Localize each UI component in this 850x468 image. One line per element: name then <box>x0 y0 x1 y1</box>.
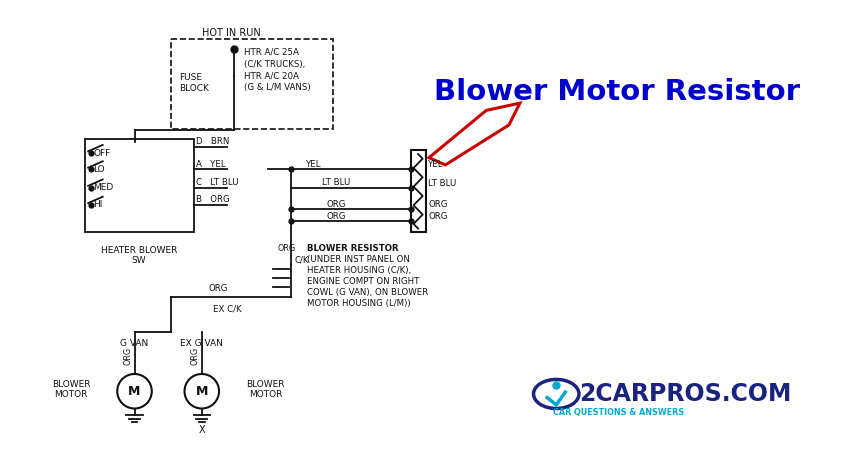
Text: ORG: ORG <box>277 244 295 253</box>
Text: HEATER BLOWER
SW: HEATER BLOWER SW <box>101 246 178 265</box>
Text: HEATER HOUSING (C/K),: HEATER HOUSING (C/K), <box>307 266 411 275</box>
Text: MOTOR HOUSING (L/M)): MOTOR HOUSING (L/M)) <box>307 299 411 307</box>
Text: YEL: YEL <box>428 161 444 169</box>
Text: ORG: ORG <box>428 212 448 221</box>
Text: (UNDER INST PANEL ON: (UNDER INST PANEL ON <box>307 255 410 264</box>
Text: COWL (G VAN), ON BLOWER: COWL (G VAN), ON BLOWER <box>307 288 428 297</box>
Text: HTR A/C 25A: HTR A/C 25A <box>244 48 298 57</box>
Text: ORG: ORG <box>123 347 133 365</box>
Text: HTR A/C 20A: HTR A/C 20A <box>244 71 298 80</box>
Text: ENGINE COMPT ON RIGHT: ENGINE COMPT ON RIGHT <box>307 277 420 286</box>
Text: MED: MED <box>94 183 114 192</box>
Text: M: M <box>128 385 141 398</box>
Text: M: M <box>196 385 208 398</box>
Text: ORG: ORG <box>208 284 228 293</box>
Text: ORG: ORG <box>326 212 346 221</box>
Text: G VAN: G VAN <box>121 339 149 349</box>
Text: EX G VAN: EX G VAN <box>180 339 224 349</box>
Text: LT BLU: LT BLU <box>322 178 350 187</box>
Text: YEL: YEL <box>306 160 321 168</box>
Bar <box>411 150 426 232</box>
Bar <box>84 139 194 232</box>
Text: (G & L/M VANS): (G & L/M VANS) <box>244 83 310 92</box>
Text: HI: HI <box>94 200 103 209</box>
Text: C   LT BLU: C LT BLU <box>196 178 239 187</box>
Text: 2CARPROS.COM: 2CARPROS.COM <box>579 382 791 406</box>
Text: OFF: OFF <box>94 149 110 158</box>
Text: BLOWER
MOTOR: BLOWER MOTOR <box>52 380 90 399</box>
Text: ORG: ORG <box>191 347 200 365</box>
Text: B   ORG: B ORG <box>196 195 230 204</box>
Bar <box>171 39 332 129</box>
Text: X: X <box>198 425 205 435</box>
Text: LT BLU: LT BLU <box>428 179 456 188</box>
Text: LO: LO <box>94 165 105 174</box>
Text: HOT IN RUN: HOT IN RUN <box>202 28 261 38</box>
Text: EX C/K: EX C/K <box>212 304 241 313</box>
Text: Blower Motor Resistor: Blower Motor Resistor <box>434 78 801 106</box>
Text: D   BRN: D BRN <box>196 137 230 146</box>
Text: (C/K TRUCKS),: (C/K TRUCKS), <box>244 59 305 68</box>
Text: A   YEL: A YEL <box>196 160 226 168</box>
Text: ORG: ORG <box>326 200 346 209</box>
Text: BLOWER RESISTOR: BLOWER RESISTOR <box>307 244 399 253</box>
Text: BLOWER
MOTOR: BLOWER MOTOR <box>246 380 285 399</box>
Text: FUSE
BLOCK: FUSE BLOCK <box>179 73 209 93</box>
Text: CAR QUESTIONS & ANSWERS: CAR QUESTIONS & ANSWERS <box>552 408 683 417</box>
Text: C/K: C/K <box>294 256 309 265</box>
Text: ORG: ORG <box>428 200 448 209</box>
